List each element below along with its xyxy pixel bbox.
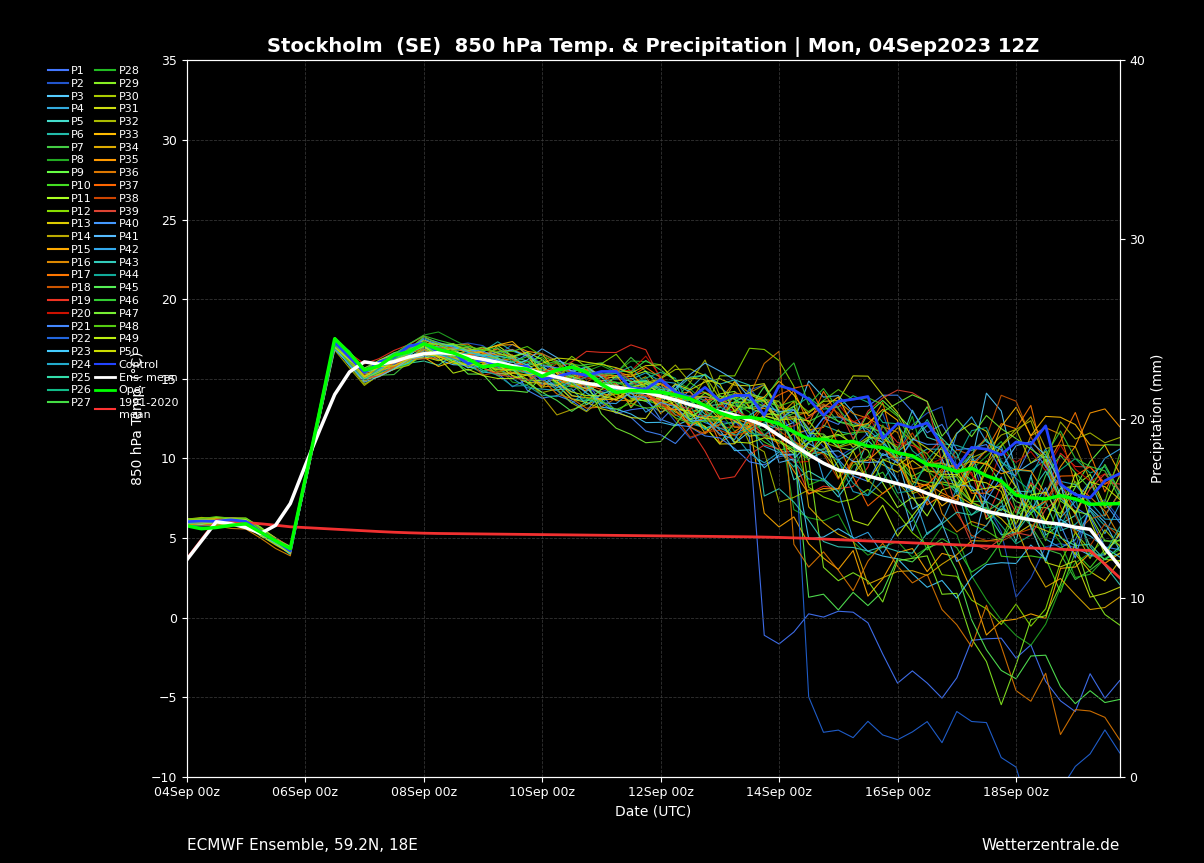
Y-axis label: 850 hPa Temp. (°C): 850 hPa Temp. (°C) (131, 352, 144, 485)
Text: ECMWF Ensemble, 59.2N, 18E: ECMWF Ensemble, 59.2N, 18E (187, 838, 418, 853)
Title: Stockholm  (SE)  850 hPa Temp. & Precipitation | Mon, 04Sep2023 12Z: Stockholm (SE) 850 hPa Temp. & Precipita… (267, 37, 1039, 57)
Text: Wetterzentrale.de: Wetterzentrale.de (981, 838, 1120, 853)
X-axis label: Date (UTC): Date (UTC) (615, 805, 691, 819)
Y-axis label: Precipitation (mm): Precipitation (mm) (1151, 354, 1165, 483)
Legend: P1, P2, P3, P4, P5, P6, P7, P8, P9, P10, P11, P12, P13, P14, P15, P16, P17, P18,: P1, P2, P3, P4, P5, P6, P7, P8, P9, P10,… (47, 66, 179, 419)
